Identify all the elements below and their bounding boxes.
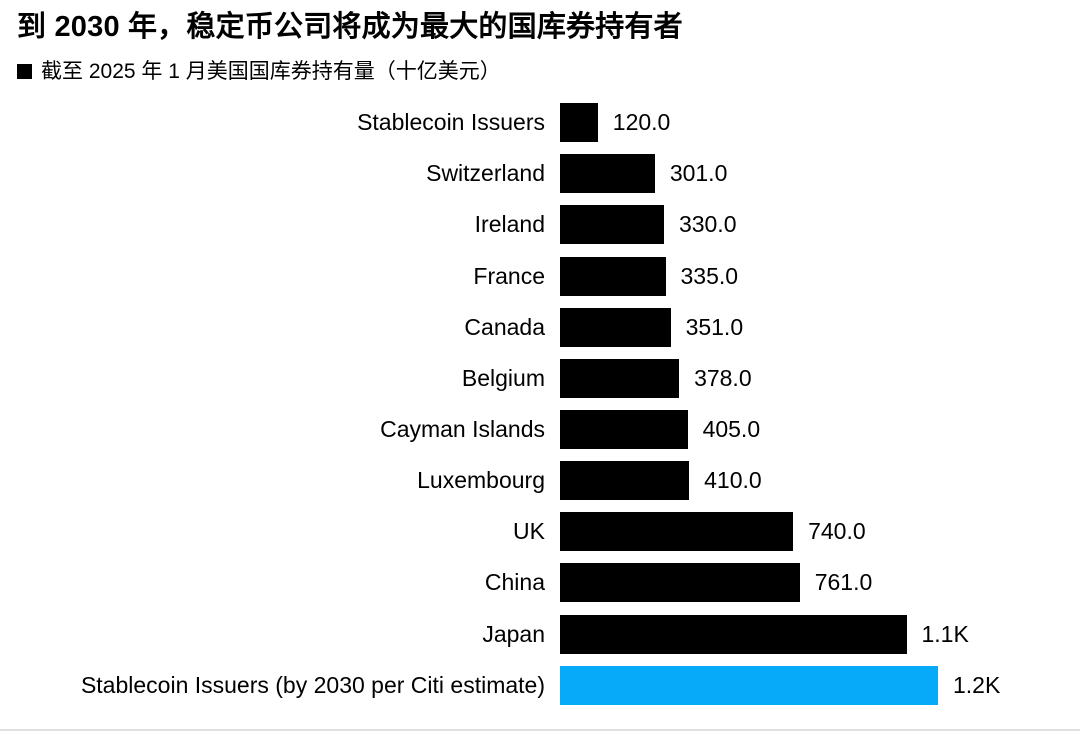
bar-row: France 335.0 xyxy=(0,250,1080,301)
bar-label: Stablecoin Issuers xyxy=(357,109,545,136)
chart-legend: 截至 2025 年 1 月美国国库券持有量（十亿美元） xyxy=(17,59,1080,84)
bar-label: Canada xyxy=(464,313,545,340)
bar-value-label: 405.0 xyxy=(702,416,761,443)
bar xyxy=(560,256,666,296)
bar-row: Luxembourg 410.0 xyxy=(0,455,1080,506)
bar-value-label: 301.0 xyxy=(669,160,728,187)
bar-value-label: 740.0 xyxy=(808,518,866,545)
bar-value-label: 351.0 xyxy=(685,313,744,340)
bar-label: Luxembourg xyxy=(417,467,545,494)
bar xyxy=(560,154,655,194)
bar-value-label: 1.2K xyxy=(953,671,1001,698)
bar xyxy=(560,307,671,347)
bar-row: China 761.0 xyxy=(0,557,1080,608)
bar-row: Canada 351.0 xyxy=(0,302,1080,353)
bar-row: Switzerland 301.0 xyxy=(0,148,1080,199)
bar xyxy=(560,358,680,398)
bar-value-label: 410.0 xyxy=(704,467,762,494)
bar xyxy=(560,614,907,654)
bar-label: Ireland xyxy=(474,211,545,238)
chart-title: 到 2030 年，稳定币公司将成为最大的国库券持有者 xyxy=(17,11,683,43)
bar-label: Switzerland xyxy=(426,160,545,187)
bar-row: Stablecoin Issuers (by 2030 per Citi est… xyxy=(0,660,1080,711)
bar-row: Japan 1.1K xyxy=(0,609,1080,660)
bar-value-label: 330.0 xyxy=(678,211,737,238)
bar-label: Belgium xyxy=(461,364,545,391)
bar-row: UK 740.0 xyxy=(0,506,1080,557)
bar-label: China xyxy=(484,569,545,596)
bar-row: Belgium 378.0 xyxy=(0,353,1080,404)
bar-label: France xyxy=(473,262,545,289)
bar-label: Cayman Islands xyxy=(380,416,545,443)
bar-value-label: 120.0 xyxy=(612,109,671,136)
bar-value-label: 378.0 xyxy=(694,364,752,391)
legend-label: 截至 2025 年 1 月美国国库券持有量（十亿美元） xyxy=(41,60,501,84)
bar xyxy=(560,205,664,245)
bar xyxy=(560,563,800,603)
bar-row: Ireland 330.0 xyxy=(0,199,1080,250)
bar xyxy=(560,103,598,143)
legend-swatch-icon xyxy=(17,64,32,80)
bar-row: Cayman Islands 405.0 xyxy=(0,404,1080,455)
bar-row: Stablecoin Issuers 120.0 xyxy=(0,97,1080,148)
bar-label: Japan xyxy=(482,620,545,647)
bar xyxy=(560,665,938,705)
bar xyxy=(560,512,794,552)
bar-label: Stablecoin Issuers (by 2030 per Citi est… xyxy=(80,671,545,698)
bar-label: UK xyxy=(513,518,545,545)
bar xyxy=(560,410,688,450)
bar-value-label: 335.0 xyxy=(680,262,739,289)
bar-value-label: 761.0 xyxy=(814,569,873,596)
bar xyxy=(560,461,690,501)
bottom-divider xyxy=(0,729,1080,731)
bar-value-label: 1.1K xyxy=(921,620,969,647)
bar-chart: Stablecoin Issuers 120.0 Switzerland 301.0 I… xyxy=(0,97,1080,711)
